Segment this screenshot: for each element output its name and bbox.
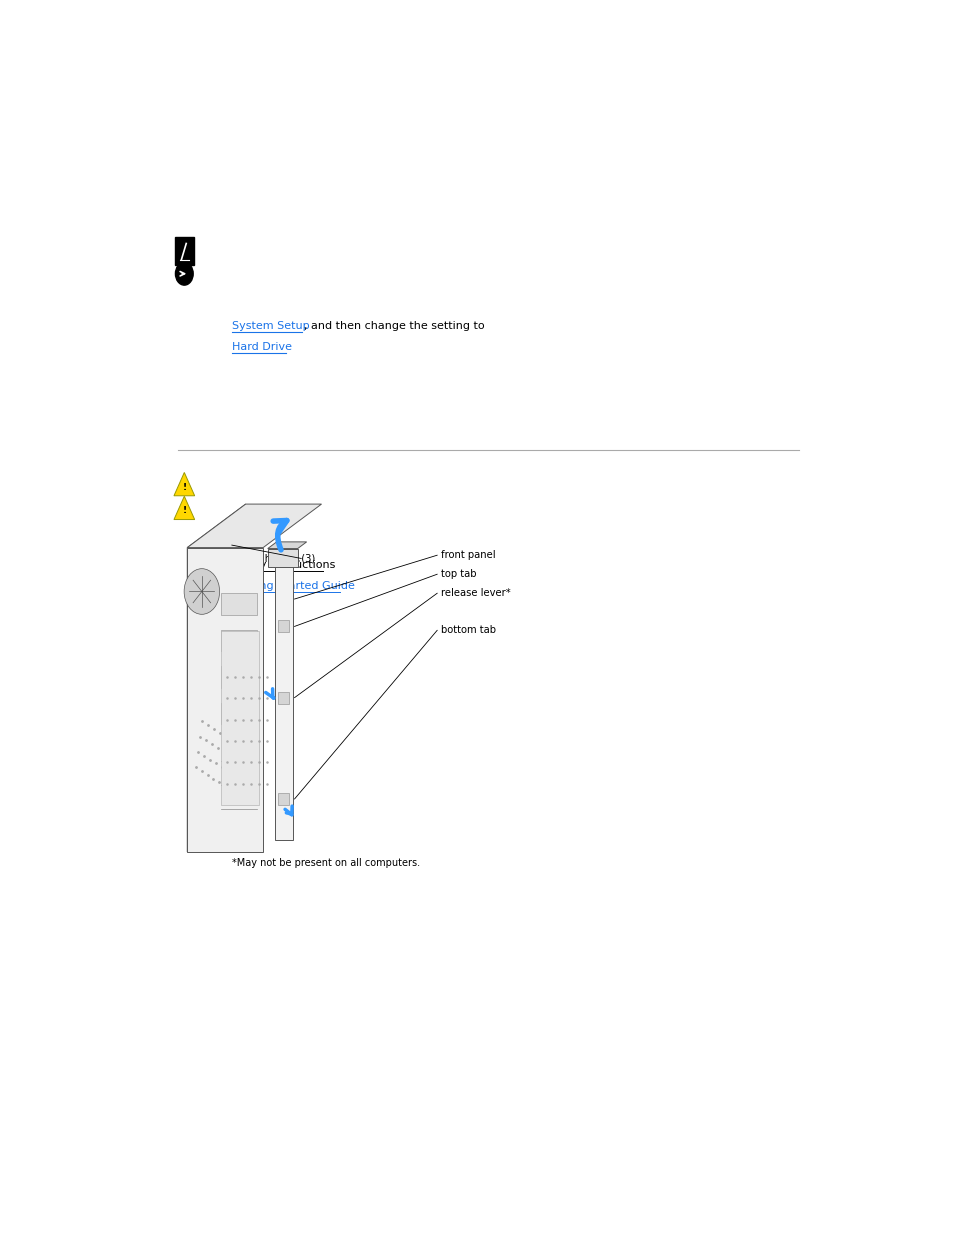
Text: release lever*: release lever* [440, 588, 510, 598]
Polygon shape [268, 542, 306, 548]
Text: !: ! [182, 483, 186, 492]
Polygon shape [187, 504, 246, 852]
Text: bottom tab: bottom tab [440, 625, 496, 635]
Polygon shape [173, 496, 194, 520]
Text: top tab: top tab [440, 569, 476, 579]
Polygon shape [278, 793, 289, 805]
Circle shape [175, 262, 193, 285]
FancyBboxPatch shape [174, 237, 193, 264]
Polygon shape [274, 566, 293, 840]
Polygon shape [187, 547, 263, 852]
Polygon shape [221, 630, 256, 651]
Text: !: ! [182, 506, 186, 515]
Polygon shape [221, 593, 256, 615]
Text: side hinges (3): side hinges (3) [241, 555, 315, 564]
Text: Getting Started Guide: Getting Started Guide [233, 582, 355, 592]
Text: safety instructions: safety instructions [233, 561, 335, 571]
Polygon shape [221, 631, 258, 805]
Text: *May not be present on all computers.: *May not be present on all computers. [233, 858, 420, 868]
Text: System Setup: System Setup [233, 321, 310, 331]
Polygon shape [274, 561, 299, 566]
Text: Hard Drive: Hard Drive [233, 342, 292, 352]
Polygon shape [221, 703, 256, 724]
Polygon shape [278, 620, 289, 632]
Polygon shape [187, 504, 321, 547]
Polygon shape [173, 473, 194, 495]
Polygon shape [268, 548, 297, 567]
Text: , and then change the setting to: , and then change the setting to [304, 321, 484, 331]
Text: front panel: front panel [440, 551, 495, 561]
Polygon shape [221, 666, 256, 688]
Polygon shape [278, 692, 289, 704]
Circle shape [184, 568, 219, 614]
